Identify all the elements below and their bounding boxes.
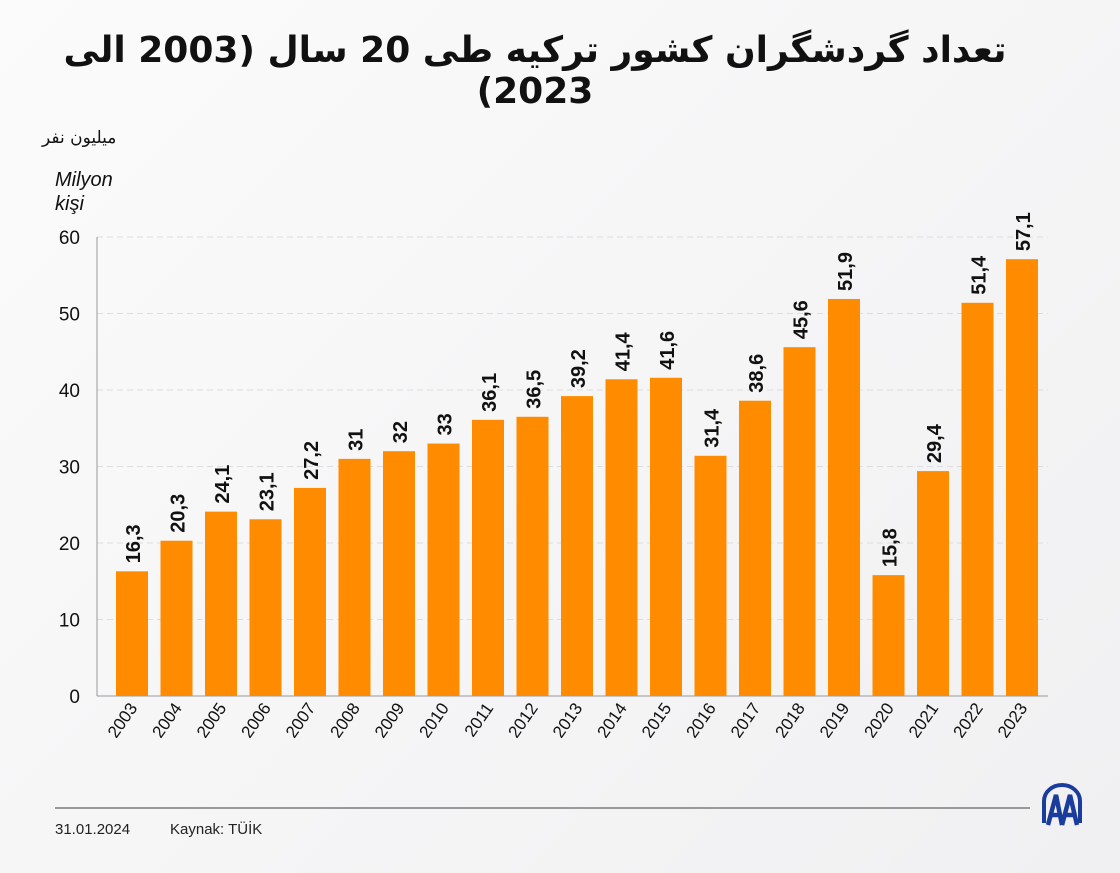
x-tick-label: 2009 (371, 699, 408, 741)
x-tick-label: 2010 (416, 699, 453, 741)
x-tick-label: 2023 (994, 699, 1031, 741)
bar (828, 298, 860, 696)
bar (427, 443, 460, 696)
x-tick-label: 2016 (683, 699, 720, 741)
data-label: 23,1 (257, 472, 279, 511)
data-label: 29,4 (924, 423, 946, 463)
x-tick-label: 2012 (505, 699, 542, 741)
y-tick-label: 0 (69, 687, 80, 708)
data-label: 20,3 (168, 494, 190, 533)
bar (650, 377, 682, 696)
x-tick-label: 2004 (149, 699, 186, 741)
bar (961, 302, 994, 696)
bar (694, 455, 727, 696)
footer-source: Kaynak: TÜİK (170, 821, 263, 838)
data-label: 36,1 (479, 373, 501, 412)
data-label: 33 (435, 413, 457, 435)
data-label: 36,5 (524, 370, 546, 409)
x-tick-label: 2011 (461, 699, 498, 740)
data-label: 38,6 (746, 354, 768, 393)
x-tick-label: 2003 (104, 699, 141, 741)
y-tick-label: 20 (59, 534, 80, 555)
data-label: 32 (390, 421, 412, 443)
x-tick-label: 2007 (282, 699, 319, 741)
x-tick-label: 2006 (238, 699, 275, 741)
data-label: 57,1 (1013, 212, 1035, 251)
bar (516, 416, 549, 696)
x-tick-label: 2013 (549, 699, 586, 741)
data-label: 31 (346, 429, 368, 451)
x-tick-label: 2020 (861, 699, 898, 741)
y-tick-label: 10 (59, 611, 80, 632)
x-tick-label: 2021 (905, 699, 942, 741)
chart-title: تعداد گردشگران کشور ترکیه طی 20 سال (200… (63, 30, 1007, 112)
footer-date: 31.01.2024 (55, 821, 131, 838)
y-axis-unit-tr: Milyon kişi (55, 169, 113, 215)
data-label: 39,2 (568, 349, 590, 388)
bar (917, 471, 949, 696)
x-tick-label: 2015 (638, 699, 675, 741)
bar (338, 458, 371, 696)
bar (472, 419, 504, 696)
x-tick-label: 2019 (816, 699, 853, 741)
data-label: 27,2 (301, 441, 323, 480)
data-label: 41,6 (657, 331, 679, 370)
bar-chart: 0 10 20 30 40 50 60 16,3 2003 20,3 2004 24,1 2005 23,… (59, 212, 1048, 741)
data-label: 45,6 (791, 300, 813, 339)
y-tick-label: 40 (59, 381, 80, 402)
data-label: 51,4 (969, 255, 991, 295)
bar (561, 396, 593, 696)
x-tick-label: 2017 (727, 699, 764, 741)
y-axis-unit-fa: میلیون نفر (42, 128, 117, 148)
y-tick-label: 50 (59, 305, 80, 326)
data-label: 51,9 (835, 252, 857, 291)
footer-divider (55, 807, 1030, 809)
bar (383, 451, 415, 696)
data-label: 15,8 (880, 528, 902, 567)
x-tick-label: 2022 (950, 699, 987, 741)
data-label: 41,4 (613, 331, 635, 371)
y-tick-label: 60 (59, 228, 80, 249)
bar (249, 519, 282, 696)
bar (116, 571, 148, 696)
bar (605, 379, 638, 696)
data-label: 31,4 (702, 408, 724, 448)
bar (1006, 259, 1038, 696)
bar (205, 511, 237, 696)
y-tick-label: 30 (59, 458, 80, 479)
bar (160, 540, 193, 696)
bar (294, 487, 326, 696)
x-tick-label: 2005 (193, 699, 230, 741)
bar (783, 347, 816, 696)
x-tick-label: 2008 (327, 699, 364, 741)
x-tick-label: 2014 (594, 699, 631, 741)
data-label: 16,3 (123, 524, 145, 563)
aa-logo (1042, 783, 1082, 826)
x-tick-label: 2018 (772, 699, 809, 741)
data-label: 24,1 (212, 465, 234, 504)
bar (739, 400, 771, 696)
bar (872, 575, 905, 696)
